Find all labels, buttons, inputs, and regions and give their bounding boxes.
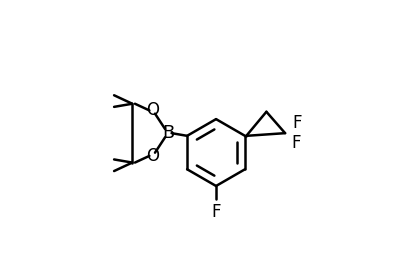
Text: F: F	[291, 133, 300, 152]
Text: B: B	[162, 124, 174, 142]
Text: F: F	[293, 114, 302, 132]
Text: F: F	[211, 203, 221, 221]
Text: O: O	[146, 102, 159, 119]
Text: O: O	[146, 147, 159, 165]
